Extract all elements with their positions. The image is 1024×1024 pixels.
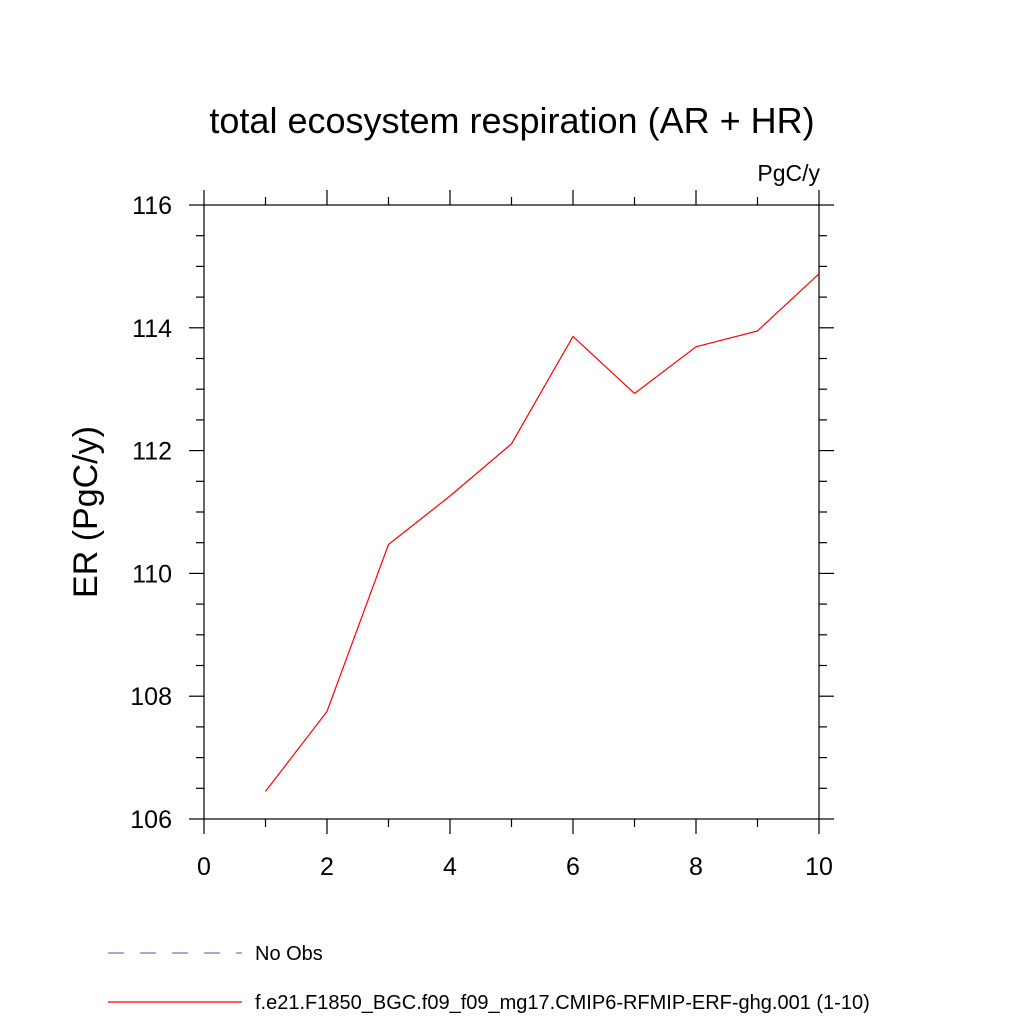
series-layer [265,273,820,792]
tick-labels: 0 2 4 6 8 10 106 108 110 112 114 116 [130,192,833,881]
y-tick-label: 110 [132,560,172,588]
y-tick-label: 108 [130,683,172,711]
x-tick-label: 4 [443,853,457,881]
x-tick-label: 2 [320,853,334,881]
x-tick-label: 0 [197,853,211,881]
y-tick-label: 112 [132,438,172,466]
y-tick-label: 114 [132,315,172,343]
y-tick-label: 106 [130,806,172,834]
y-axis-label: ER (PgC/y) [67,426,105,598]
x-tick-label: 10 [805,853,833,881]
units-label: PgC/y [757,160,820,186]
chart-title: total ecosystem respiration (AR + HR) [209,100,814,141]
series-line [265,273,820,792]
legend-label: f.e21.F1850_BGC.f09_f09_mg17.CMIP6-RFMIP… [255,992,870,1014]
legend-label: No Obs [255,943,323,965]
legend: No Obs f.e21.F1850_BGC.f09_f09_mg17.CMIP6… [108,943,870,1014]
plot-frame [203,204,820,820]
axis-ticks [189,190,834,834]
x-tick-label: 6 [566,853,580,881]
x-tick-label: 8 [689,853,703,881]
y-tick-label: 116 [132,192,172,220]
